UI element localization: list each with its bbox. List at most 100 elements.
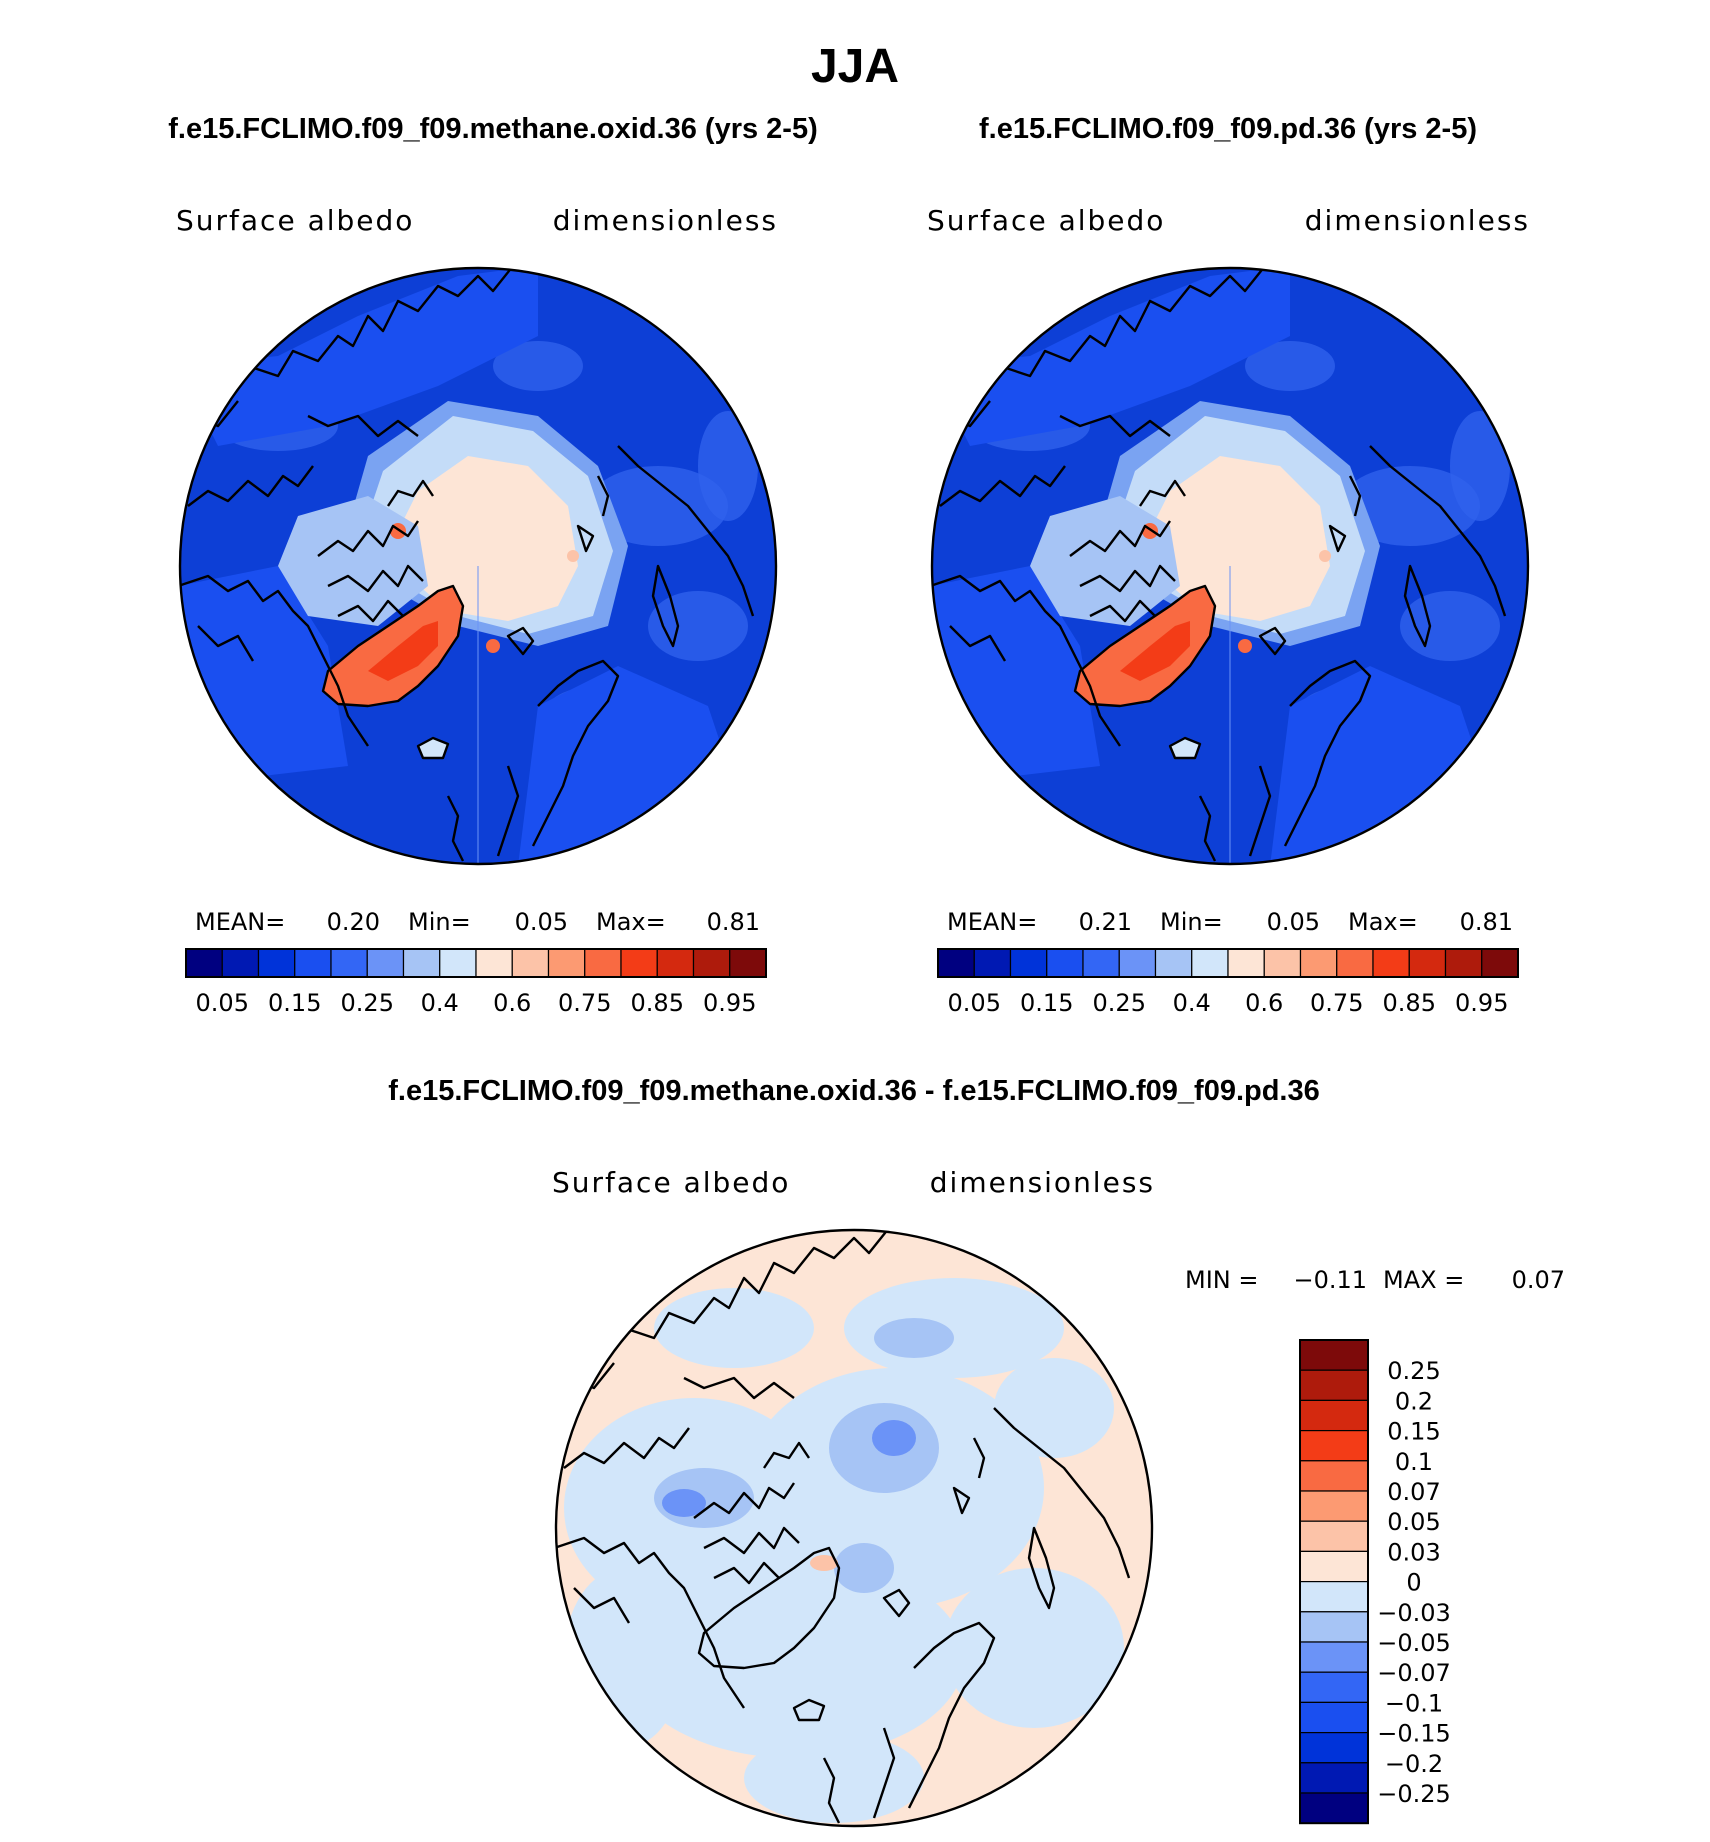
colorbar-swatch [1299, 1671, 1369, 1703]
ocean-patch [588, 466, 728, 546]
colorbar-tick-label: 0.2 [1395, 1387, 1433, 1415]
figure-title: JJA [811, 40, 899, 93]
colorbar-swatch [1263, 948, 1302, 978]
colorbar-swatch [1299, 948, 1338, 978]
greenland-core [368, 621, 438, 681]
colorbar-swatch [330, 948, 368, 978]
colorbar-swatch [1299, 1550, 1369, 1583]
colorbar-swatch [366, 948, 405, 978]
ocean-patch [1450, 411, 1510, 521]
negative-region [994, 1358, 1114, 1458]
colorbar-tick-label: 0.05 [196, 989, 249, 1017]
colorbar-swatch [1299, 1731, 1369, 1764]
colorbar-tick-label: 0.15 [268, 989, 321, 1017]
polar-map [180, 268, 776, 864]
colorbar-tick-label: 0.03 [1387, 1538, 1440, 1566]
ice-pack [1150, 456, 1330, 621]
colorbar-tick-label: 0.05 [948, 989, 1001, 1017]
colorbar-frame [185, 948, 767, 978]
icecap-patch [567, 550, 579, 562]
colorbar-swatch [1299, 1641, 1369, 1673]
colorbar-swatch [1444, 948, 1483, 978]
colorbar-swatch [620, 948, 658, 978]
negative-region-max [662, 1489, 706, 1517]
colorbar-swatch [1191, 948, 1229, 978]
variable-label: Surface albedo [927, 204, 1165, 237]
max-value: 0.07 [1512, 1266, 1565, 1294]
colorbar-swatch [1299, 1399, 1369, 1432]
colorbar-frame [1299, 1339, 1369, 1825]
case-title: f.e15.FCLIMO.f09_f09.pd.36 (yrs 2-5) [979, 113, 1477, 145]
colorbar-swatch [439, 948, 477, 978]
mean-value: 0.20 [327, 908, 380, 936]
colorbar-swatch [221, 948, 260, 978]
colorbar-tick-label: 0.15 [1387, 1418, 1440, 1446]
units-label: dimensionless [1305, 204, 1530, 237]
colorbar-swatch [1299, 1701, 1369, 1734]
mean-value: 0.21 [1079, 908, 1132, 936]
panel-left: f.e15.FCLIMO.f09_f09.methane.oxid.36 (yr… [168, 113, 818, 1017]
colorbar-tick-label: 0.85 [631, 989, 684, 1017]
colorbar-swatch [1299, 1792, 1369, 1824]
variable-label: Surface albedo [552, 1166, 790, 1199]
colorbar-vertical: 0.250.20.150.10.070.050.030−0.03−0.05−0.… [1299, 1339, 1451, 1825]
colorbar-swatch [475, 948, 513, 978]
colorbar-tick-label: 0.95 [1455, 989, 1508, 1017]
colorbar-swatch [1299, 1611, 1369, 1643]
colorbar-tick-label: 0.07 [1387, 1478, 1440, 1506]
min-label: Min= [408, 908, 471, 936]
panel-right: f.e15.FCLIMO.f09_f09.pd.36 (yrs 2-5) Sur… [927, 113, 1530, 1017]
panel-difference: f.e15.FCLIMO.f09_f09.methane.oxid.36 - f… [388, 1075, 1565, 1828]
negative-region-strong [834, 1543, 894, 1593]
colorbar-tick-label: 0.4 [1173, 989, 1211, 1017]
positive-region [810, 1555, 838, 1571]
colorbar-swatch [1372, 948, 1410, 978]
max-value: 0.81 [1460, 908, 1513, 936]
colorbar-swatch [1336, 948, 1374, 978]
icecap-patch [1238, 639, 1252, 653]
max-value: 0.81 [707, 908, 760, 936]
colorbar-tick-label: 0.15 [1020, 989, 1073, 1017]
colorbar-swatch [1299, 1580, 1369, 1613]
colorbar-swatch [1299, 1490, 1369, 1522]
colorbar-tick-label: 0 [1406, 1569, 1421, 1597]
colorbar-swatch [656, 948, 695, 978]
colorbar-swatch [1118, 948, 1157, 978]
colorbar-swatch [511, 948, 550, 978]
icecap-patch [1319, 550, 1331, 562]
colorbar-swatch [1481, 948, 1519, 978]
colorbar-swatch [1009, 948, 1048, 978]
colorbar-tick-label: −0.2 [1385, 1750, 1443, 1778]
colorbar-tick-label: 0.75 [558, 989, 611, 1017]
colorbar-tick-label: 0.95 [703, 989, 756, 1017]
colorbar-swatch [1408, 948, 1447, 978]
colorbar-tick-label: −0.25 [1377, 1780, 1451, 1808]
colorbar-tick-label: 0.25 [1387, 1357, 1440, 1385]
mean-label: MEAN= [947, 908, 1037, 936]
colorbar-swatch [1046, 948, 1084, 978]
colorbar-swatch [1299, 1762, 1369, 1794]
colorbar-tick-label: −0.1 [1385, 1689, 1443, 1717]
colorbar-swatch [1154, 948, 1193, 978]
negative-region [624, 1558, 964, 1758]
case-title: f.e15.FCLIMO.f09_f09.methane.oxid.36 - f… [388, 1075, 1320, 1107]
colorbar-swatch [257, 948, 296, 978]
colorbar-swatch [294, 948, 332, 978]
ocean-patch [1245, 341, 1335, 391]
ocean-patch [1340, 466, 1480, 546]
colorbar-swatch [185, 948, 223, 978]
min-value: −0.11 [1293, 1266, 1367, 1294]
colorbar-tick-label: 0.6 [1245, 989, 1283, 1017]
colorbar-tick-label: −0.07 [1377, 1659, 1451, 1687]
ocean-patch [698, 411, 758, 521]
colorbar-swatch [973, 948, 1012, 978]
min-value: 0.05 [515, 908, 568, 936]
colorbar-swatch [547, 948, 586, 978]
polar-map-difference [556, 1230, 1152, 1826]
colorbar-swatch [402, 948, 441, 978]
colorbar-swatch [1299, 1369, 1369, 1401]
colorbar-tick-label: −0.03 [1377, 1599, 1451, 1627]
negative-region-strong [874, 1318, 954, 1358]
max-label: Max= [1348, 908, 1418, 936]
colorbar-swatch [1227, 948, 1265, 978]
